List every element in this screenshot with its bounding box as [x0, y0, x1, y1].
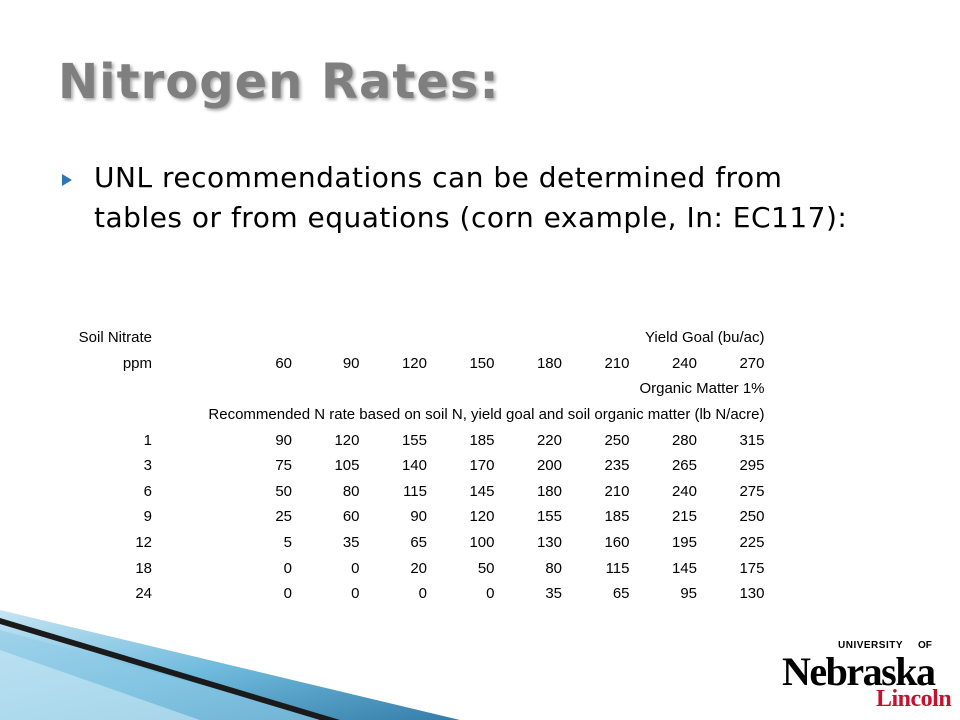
yield-goal-cell: 120: [401, 354, 427, 372]
table-cell: 90: [410, 508, 427, 526]
table-cell: 35: [342, 534, 360, 552]
table-cell: 50: [275, 482, 292, 500]
table-cell: 120: [469, 508, 495, 526]
table-cell: 115: [403, 482, 427, 500]
yield-goal-cell: 150: [469, 354, 495, 372]
table-cell: 35: [545, 585, 562, 603]
soil-nitrate-cell: 18: [135, 559, 152, 577]
table-cell: 160: [604, 534, 630, 552]
recommendation-label: Recommended N rate based on soil N, yiel…: [208, 406, 765, 424]
table-cell: 0: [283, 559, 292, 577]
soil-nitrate-cell: 1: [143, 431, 152, 449]
yield-goal-cell: 240: [671, 354, 697, 372]
soil-nitrate-cell: 12: [135, 534, 152, 552]
table-cell: 95: [680, 585, 697, 603]
table-row: 18 0 0 20 50 80 115 145 175: [40, 555, 765, 581]
table-cell: 175: [739, 559, 765, 577]
table-cell: 155: [401, 431, 427, 449]
table-cell: 0: [351, 559, 360, 577]
yield-goal-cell: 60: [275, 354, 292, 372]
table-header-row: Recommended N rate based on soil N, yiel…: [40, 402, 765, 428]
soil-nitrate-cell: 6: [143, 482, 152, 500]
table-cell: 195: [671, 534, 697, 552]
logo-lincoln-text: Lincoln: [876, 686, 952, 712]
logo-university-text: UNIVERSITY: [838, 640, 904, 651]
triangle-bullet-icon: [62, 174, 72, 186]
table-cell: 185: [469, 431, 495, 449]
table-cell: 65: [410, 534, 427, 552]
table-cell: 265: [671, 457, 697, 475]
yield-goal-cell: 210: [604, 354, 630, 372]
bullet-item: UNL recommendations can be determined fr…: [62, 158, 862, 238]
table-header-row: Organic Matter 1%: [40, 376, 765, 402]
soil-nitrate-cell: 3: [143, 457, 152, 475]
logo-of-text: OF: [918, 640, 932, 651]
table-cell: 105: [334, 457, 360, 475]
ppm-header: ppm: [122, 354, 152, 372]
table-row: 6 50 80 115 145 180 210 240 275: [40, 479, 765, 505]
table-header-row: ppm 60 90 120 150 180 210 240 270: [40, 351, 765, 377]
table-cell: 225: [739, 534, 765, 552]
table-cell: 80: [545, 559, 562, 577]
table-row: 12 5 35 65 100 130 160 195 225: [40, 530, 765, 556]
organic-matter-label: Organic Matter 1%: [639, 380, 765, 398]
table-cell: 185: [604, 508, 630, 526]
table-cell: 155: [536, 508, 562, 526]
table-cell: 275: [739, 482, 765, 500]
table-cell: 0: [283, 585, 292, 603]
table-cell: 120: [334, 431, 360, 449]
table-row: 1 90 120 155 185 220 250 280 315: [40, 427, 765, 453]
table-cell: 215: [671, 508, 697, 526]
soil-nitrate-cell: 24: [135, 585, 152, 603]
slide-title: Nitrogen Rates:: [58, 54, 500, 110]
table-cell: 210: [604, 482, 630, 500]
table-cell: 80: [342, 482, 360, 500]
table-cell: 0: [486, 585, 495, 603]
table-row: 24 0 0 0 0 35 65 95 130: [40, 581, 765, 607]
table-cell: 145: [469, 482, 495, 500]
unl-logo: UNIVERSITY OF Nebraska Lincoln: [780, 640, 952, 716]
table-cell: 25: [275, 508, 292, 526]
table-cell: 250: [604, 431, 630, 449]
table-cell: 20: [410, 559, 427, 577]
table-cell: 0: [351, 585, 360, 603]
yield-goal-cell: 90: [342, 354, 360, 372]
table-cell: 145: [671, 559, 697, 577]
table-cell: 240: [671, 482, 697, 500]
bottom-left-decoration: [0, 610, 460, 720]
table-cell: 115: [605, 559, 630, 577]
table-cell: 50: [477, 559, 495, 577]
table-cell: 130: [536, 534, 562, 552]
table-cell: 90: [275, 431, 292, 449]
table-cell: 250: [739, 508, 765, 526]
soil-nitrate-cell: 9: [143, 508, 152, 526]
table-cell: 295: [739, 457, 765, 475]
nitrogen-rate-table: Soil Nitrate Yield Goal (bu/ac) ppm 60 9…: [40, 325, 765, 607]
table-cell: 170: [469, 457, 495, 475]
table-cell: 0: [418, 585, 427, 603]
table-header-row: Soil Nitrate Yield Goal (bu/ac): [40, 325, 765, 351]
logo-nebraska-text: Nebraska: [782, 649, 936, 694]
bullet-text: UNL recommendations can be determined fr…: [94, 161, 848, 234]
table-cell: 235: [604, 457, 630, 475]
yield-goal-cell: 180: [536, 354, 562, 372]
table-row: 9 25 60 90 120 155 185 215 250: [40, 504, 765, 530]
table-cell: 60: [342, 508, 360, 526]
table-cell: 5: [283, 534, 292, 552]
yield-goal-header: Yield Goal (bu/ac): [644, 329, 765, 347]
soil-nitrate-header: Soil Nitrate: [78, 329, 152, 347]
table-cell: 75: [275, 457, 292, 475]
yield-goal-cell: 270: [739, 354, 765, 372]
table-cell: 220: [536, 431, 562, 449]
table-row: 3 75 105 140 170 200 235 265 295: [40, 453, 765, 479]
table-cell: 65: [612, 585, 630, 603]
table-cell: 130: [739, 585, 765, 603]
table-cell: 315: [739, 431, 765, 449]
table-cell: 280: [671, 431, 697, 449]
table-cell: 100: [469, 534, 495, 552]
table-cell: 140: [401, 457, 427, 475]
table-cell: 180: [536, 482, 562, 500]
table-cell: 200: [536, 457, 562, 475]
